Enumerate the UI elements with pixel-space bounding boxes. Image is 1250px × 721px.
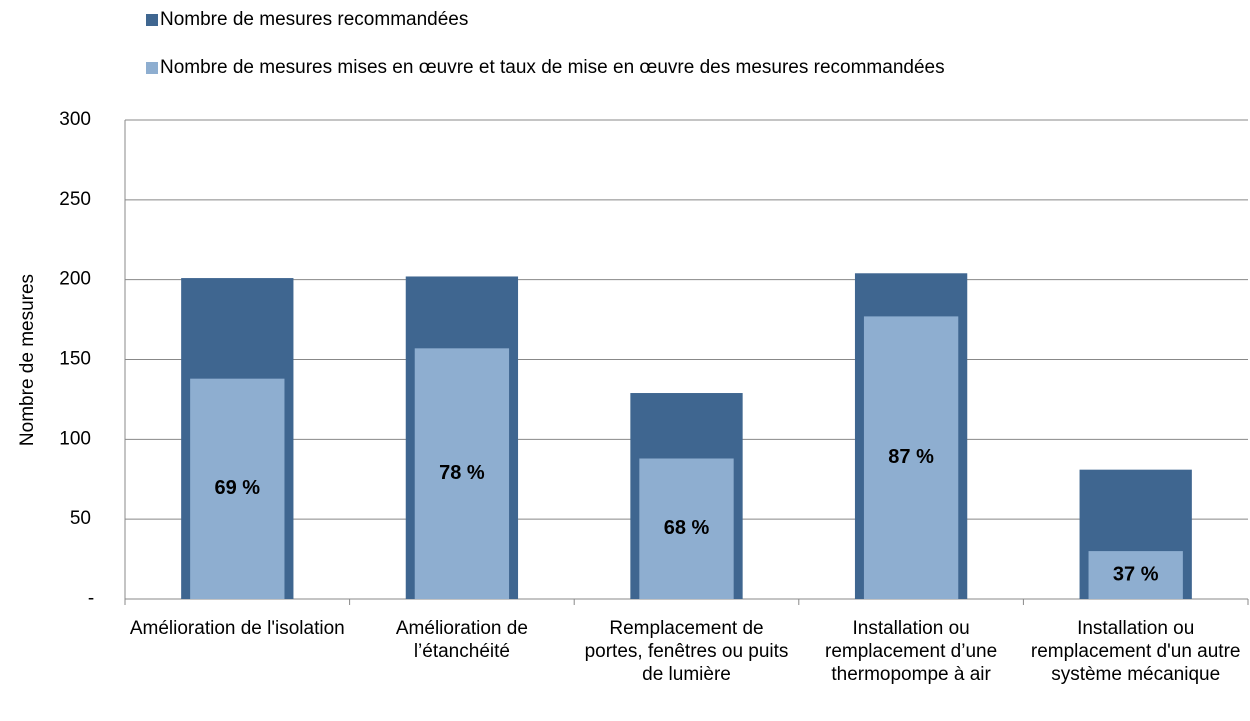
rate-label: 87 % (888, 446, 934, 468)
bar (190, 378, 285, 599)
y-tick-label: 50 (70, 508, 91, 529)
legend-swatch (146, 14, 158, 26)
y-tick-label: - (88, 588, 94, 609)
x-tick-label: Remplacement de portes, fenêtres ou puit… (584, 618, 789, 685)
rate-label: 78 % (439, 462, 485, 484)
bar (639, 458, 734, 599)
x-tick-label: Amélioration de l'isolation (129, 618, 345, 639)
y-tick-label: 250 (59, 189, 91, 210)
legend-swatch (146, 62, 158, 74)
y-tick-label: 150 (59, 349, 91, 370)
y-tick-label: 200 (59, 269, 91, 290)
legend-label: Nombre de mesures recommandées (160, 9, 468, 30)
x-tick-label: Amélioration de l’étanchéité (395, 618, 528, 662)
legend-label: Nombre de mesures mises en œuvre et taux… (160, 57, 945, 78)
x-tick-label: Installation ou remplacement d'un autre … (1030, 618, 1241, 685)
y-tick-label: 100 (59, 428, 91, 449)
bar (1088, 551, 1183, 599)
y-tick-label: 300 (59, 109, 91, 130)
y-axis-label: Nombre de mesures (17, 274, 38, 446)
bar (414, 348, 510, 599)
x-tick-label: Installation ou remplacement d’une therm… (825, 618, 998, 685)
rate-label: 69 % (215, 477, 261, 499)
rate-label: 37 % (1113, 563, 1159, 585)
rate-label: 68 % (664, 517, 710, 539)
bar (863, 316, 959, 599)
